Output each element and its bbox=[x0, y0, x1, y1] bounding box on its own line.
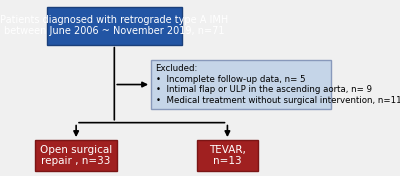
FancyBboxPatch shape bbox=[47, 7, 182, 45]
FancyBboxPatch shape bbox=[35, 140, 117, 171]
Text: TEVAR,
n=13: TEVAR, n=13 bbox=[209, 145, 246, 166]
Text: Patients diagnosed with retrograde type A IMH
between June 2006 ~ November 2019,: Patients diagnosed with retrograde type … bbox=[0, 15, 228, 36]
Text: Excluded:
•  Incomplete follow-up data, n= 5
•  Intimal flap or ULP in the ascen: Excluded: • Incomplete follow-up data, n… bbox=[156, 64, 400, 105]
Text: Open surgical
repair , n=33: Open surgical repair , n=33 bbox=[40, 145, 112, 166]
FancyBboxPatch shape bbox=[197, 140, 258, 171]
FancyBboxPatch shape bbox=[151, 60, 331, 109]
